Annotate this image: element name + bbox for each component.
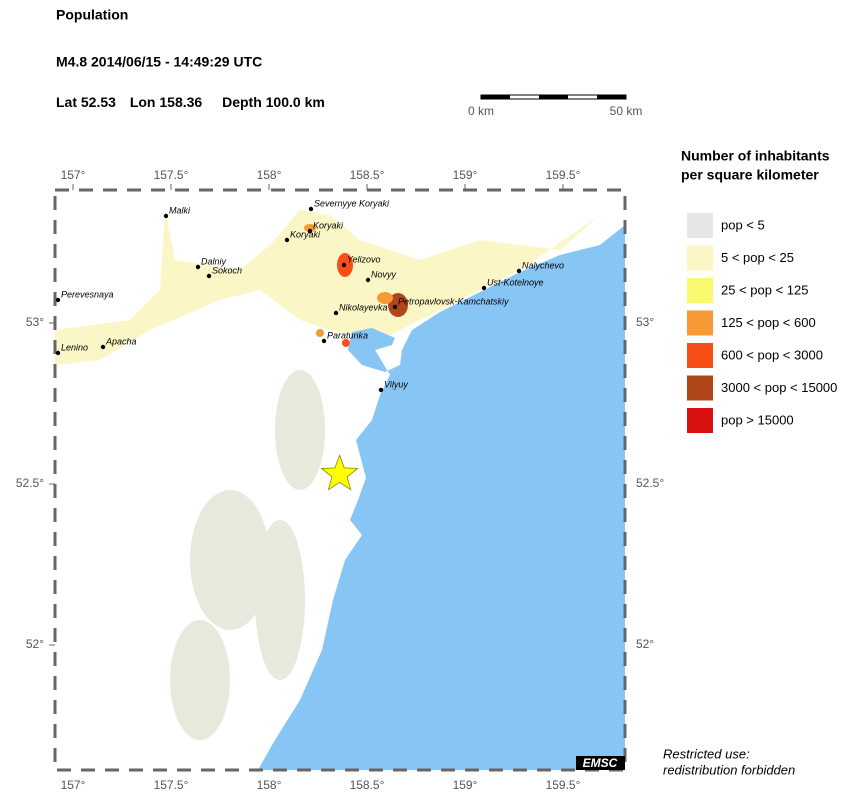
- lat-tick-label: 52°: [636, 637, 654, 651]
- city-dot: [321, 338, 327, 344]
- city-dot: [378, 387, 384, 393]
- city-label: Perevesnaya: [61, 289, 114, 299]
- lat-tick-label: 52°: [26, 637, 44, 651]
- city-label: Nikolayevka: [339, 302, 388, 312]
- legend-swatch: [687, 375, 713, 401]
- lon-tick-label: 159°: [453, 778, 478, 792]
- legend-title: per square kilometer: [681, 167, 819, 183]
- city-dot: [55, 350, 61, 356]
- scale-bar: 0 km 50 km: [468, 94, 643, 118]
- city-dot: [481, 285, 487, 291]
- event: M4.8 2014/06/15 - 14:49:29 UTC: [56, 54, 262, 70]
- city-label: Ust-Kotelnoye: [487, 277, 544, 287]
- city-dot: [392, 304, 398, 310]
- legend-label: pop < 5: [721, 217, 765, 232]
- city-dot: [55, 297, 61, 303]
- legend-label: 600 < pop < 3000: [721, 347, 823, 362]
- population-low: [170, 370, 325, 740]
- lon-tick-label: 158°: [257, 778, 282, 792]
- city-dot: [100, 344, 106, 350]
- legend-label: 25 < pop < 125: [721, 282, 808, 297]
- city-label: Paratunka: [327, 330, 368, 340]
- city-dot: [206, 273, 212, 279]
- city-label: Koryaki: [313, 220, 344, 230]
- legend-label: 5 < pop < 25: [721, 250, 794, 265]
- population-high: [304, 224, 408, 347]
- city-dot: [341, 262, 347, 268]
- lon-label: Lon: [130, 94, 156, 110]
- scale-end: 50 km: [610, 104, 643, 118]
- lat-tick-label: 52.5°: [636, 476, 664, 490]
- legend-swatch: [687, 245, 713, 271]
- city-label: Apacha: [105, 336, 137, 346]
- city-label: Severnyye Koryaki: [314, 198, 390, 208]
- city-dot: [307, 228, 313, 234]
- map: EMSC Malki Severnyye Koryaki KoryakiKoryak…: [53, 188, 627, 772]
- city-label: Yelizovo: [347, 254, 381, 264]
- lon-tick-label: 157.5°: [154, 168, 189, 182]
- scale-start: 0 km: [468, 104, 494, 118]
- city-label: Sokoch: [212, 265, 242, 275]
- city-label: Dalniy: [201, 256, 227, 266]
- city-dot: [195, 264, 201, 270]
- footer: Restricted use:: [663, 746, 750, 761]
- legend-swatch: [687, 310, 713, 336]
- legend-label: 3000 < pop < 15000: [721, 380, 837, 395]
- badge: EMSC: [583, 756, 618, 770]
- epicenter: [320, 454, 359, 491]
- lat-tick-label: 53°: [636, 315, 654, 329]
- legend-swatch: [687, 408, 713, 433]
- legend-label: 125 < pop < 600: [721, 315, 816, 330]
- city-label: Nalychevo: [522, 260, 564, 270]
- lon-tick-label: 157°: [61, 168, 86, 182]
- footer: redistribution forbidden: [663, 762, 795, 777]
- city-label: Petropavlovsk-Kamchatskiy: [398, 296, 509, 306]
- lon-tick-label: 157°: [61, 778, 86, 792]
- city-label: Koryaki: [290, 229, 321, 239]
- depth: Depth 100.0 km: [222, 94, 325, 110]
- lon-tick-label: 159.5°: [546, 778, 581, 792]
- city-dot: [163, 213, 169, 219]
- lon-tick-label: 158.5°: [350, 168, 385, 182]
- lon-tick-label: 157.5°: [154, 778, 189, 792]
- lat-tick-label: 52.5°: [16, 476, 44, 490]
- city-label: Vilyuy: [384, 379, 408, 389]
- lon-tick-label: 158.5°: [350, 778, 385, 792]
- location: Lat 52.53 Lon 158.36 Depth 100.0 km: [56, 94, 325, 110]
- sea: [258, 225, 625, 770]
- population-mid: [55, 210, 600, 365]
- city-label: Novyy: [371, 269, 397, 279]
- city-dot: [333, 310, 339, 316]
- legend-swatch: [687, 213, 713, 238]
- lat-tick-label: 53°: [26, 315, 44, 329]
- lon-tick-label: 159°: [453, 168, 478, 182]
- lon: 158.36: [159, 94, 202, 110]
- legend-label: pop > 15000: [721, 412, 794, 427]
- title: Population: [56, 7, 128, 23]
- legend-swatch: [687, 278, 713, 303]
- city-dot: [284, 237, 290, 243]
- city-label: Malki: [169, 205, 191, 215]
- legend-swatch: [687, 343, 713, 368]
- lon-tick-label: 158°: [257, 168, 282, 182]
- lon-tick-label: 159.5°: [546, 168, 581, 182]
- city-dot: [365, 277, 371, 283]
- lat: 52.53: [81, 94, 116, 110]
- city-label: Lenino: [61, 342, 88, 352]
- city-dot: [308, 206, 314, 212]
- legend-title: Number of inhabitants: [681, 148, 830, 164]
- city-dot: [516, 268, 522, 274]
- lat-label: Lat: [56, 94, 77, 110]
